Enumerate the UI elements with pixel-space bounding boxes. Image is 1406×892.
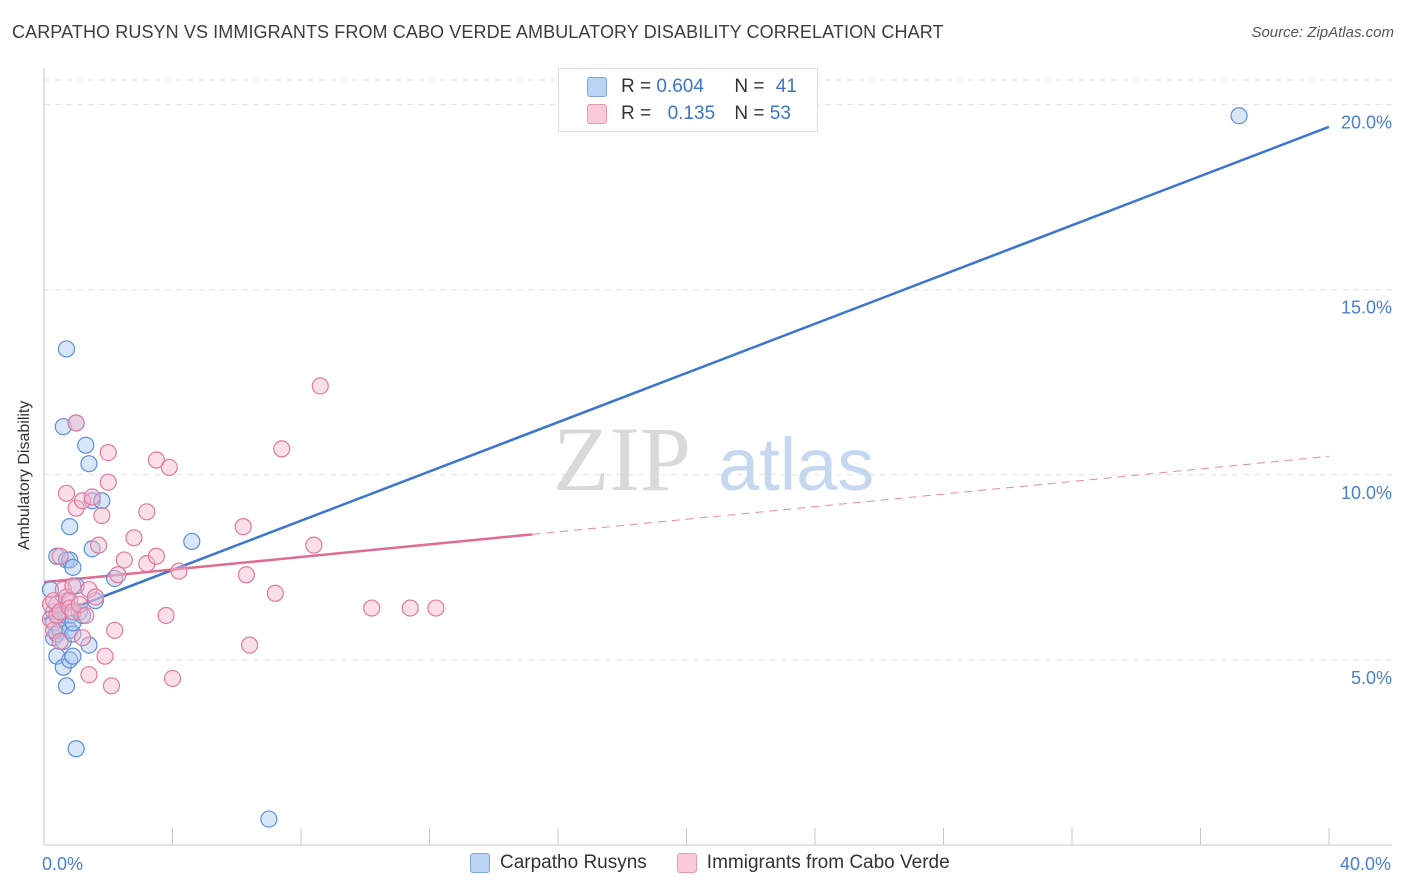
legend-n-label: N = — [734, 76, 765, 97]
point-blue — [64, 558, 82, 576]
point-pink — [125, 529, 143, 547]
legend-item-cabo-verde[interactable]: Immigrants from Cabo Verde — [676, 852, 950, 874]
point-blue — [183, 532, 201, 551]
trend-line-blue — [43, 125, 1330, 621]
point-blue — [93, 492, 111, 510]
legend-n-label: N = — [734, 103, 765, 124]
legend-swatch-blue — [470, 853, 490, 873]
point-pink — [90, 536, 108, 554]
point-pink — [99, 443, 117, 462]
legend-n-value: 53 — [769, 103, 791, 124]
watermark-zip: ZIP — [553, 408, 691, 510]
y-tick-label: 10.0% — [1341, 483, 1392, 503]
point-pink — [241, 636, 259, 654]
point-pink — [73, 492, 92, 510]
point-blue — [64, 647, 82, 665]
point-pink — [109, 566, 127, 584]
x-tick-label: 0.0% — [42, 854, 83, 874]
point-blue — [61, 518, 79, 536]
source-label: Source: ZipAtlas.com — [1251, 24, 1394, 41]
legend-row-pink: R = 0.135 N = 53 — [587, 101, 791, 127]
legend-item-carpatho-rusyns[interactable]: Carpatho Rusyns — [470, 852, 647, 874]
legend-label-carpatho-rusyns: Carpatho Rusyns — [500, 852, 647, 873]
point-pink — [77, 606, 95, 625]
point-pink — [160, 458, 178, 477]
legend-swatch-blue — [587, 77, 607, 97]
point-pink — [157, 606, 175, 625]
point-pink — [51, 547, 69, 565]
x-tick-label: 40.0% — [1340, 854, 1391, 874]
point-blue — [67, 740, 85, 758]
point-pink — [273, 440, 291, 458]
point-blue — [54, 418, 72, 436]
watermark: ZIP atlas — [553, 408, 874, 510]
point-pink — [73, 629, 92, 647]
legend-row-blue: R = 0.604 N = 41 — [587, 74, 797, 100]
point-pink — [115, 551, 133, 569]
x-tick-labels: 0.0% 40.0% — [42, 854, 1391, 874]
trend-lines — [43, 125, 1330, 621]
point-pink — [138, 503, 156, 521]
point-pink — [266, 584, 284, 602]
point-pink — [67, 414, 85, 432]
legend-label-cabo-verde: Immigrants from Cabo Verde — [706, 852, 950, 873]
point-pink — [83, 488, 101, 506]
legend-r-label: R = — [621, 76, 652, 97]
point-pink — [147, 547, 166, 565]
point-pink — [51, 603, 69, 621]
y-tick-label: 5.0% — [1351, 668, 1392, 688]
legend-swatch-pink — [587, 104, 607, 124]
point-pink — [96, 647, 114, 665]
chart-title: CARPATHO RUSYN VS IMMIGRANTS FROM CABO V… — [12, 22, 944, 42]
legend-r-value: 0.135 — [667, 103, 716, 124]
legend-r-value: 0.604 — [656, 76, 704, 97]
data-points — [41, 107, 1248, 828]
point-pink — [147, 451, 166, 469]
point-pink — [170, 562, 188, 580]
point-pink — [234, 518, 252, 536]
point-pink — [363, 599, 381, 617]
x-ticks — [172, 828, 1330, 845]
point-blue — [260, 810, 278, 828]
point-pink — [51, 632, 69, 650]
point-blue — [57, 677, 76, 695]
point-pink — [163, 669, 182, 688]
axes — [43, 68, 1392, 846]
trend-line-extension-pink — [532, 455, 1330, 535]
y-tick-label: 20.0% — [1341, 113, 1392, 133]
watermark-atlas: atlas — [718, 423, 874, 506]
stats-legend: R = 0.604 N = 41 R = 0.135 N = 53 — [558, 68, 818, 132]
legend-r-label: R = — [621, 103, 652, 124]
point-blue — [77, 436, 95, 454]
point-pink — [427, 599, 445, 617]
point-pink — [57, 484, 76, 502]
legend-swatch-pink — [676, 853, 697, 873]
point-pink — [102, 677, 121, 695]
point-blue — [57, 340, 76, 358]
point-pink — [305, 536, 323, 554]
point-pink — [99, 473, 117, 491]
point-pink — [237, 566, 255, 584]
series-legend: Carpatho Rusyns Immigrants from Cabo Ver… — [470, 852, 980, 874]
point-pink — [80, 666, 98, 684]
point-pink — [93, 506, 111, 525]
point-pink — [86, 588, 105, 606]
point-pink — [64, 577, 82, 595]
point-pink — [106, 621, 124, 639]
point-blue — [41, 580, 60, 599]
y-tick-labels: 5.0% 10.0% 15.0% 20.0% — [1341, 113, 1392, 688]
point-blue — [80, 455, 98, 473]
point-pink — [401, 599, 419, 617]
point-blue — [83, 492, 101, 510]
point-pink — [311, 377, 329, 395]
point-blue — [1230, 107, 1248, 125]
y-tick-label: 15.0% — [1341, 298, 1392, 318]
legend-n-value: 41 — [775, 76, 797, 97]
